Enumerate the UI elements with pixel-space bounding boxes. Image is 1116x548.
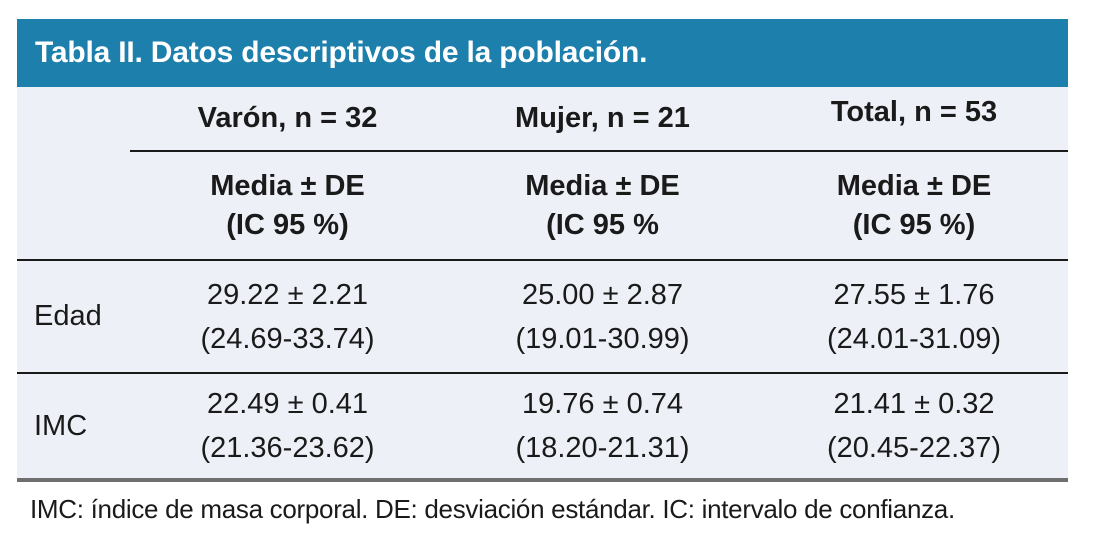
ci-value: (24.69-33.74): [200, 322, 375, 355]
group-header-mujer: Mujer, n = 21: [445, 87, 760, 152]
measure-line1: Media ± DE: [210, 169, 365, 202]
corner-cell: [17, 87, 130, 152]
ci-value: (24.01-31.09): [826, 322, 1002, 355]
row-label: Edad: [17, 261, 130, 372]
data-cell-imc-total: 21.41 ± 0.32 (20.45-22.37): [760, 374, 1068, 478]
table-title: Tabla II. Datos descriptivos de la pobla…: [35, 36, 648, 69]
measure-line2: (IC 95 %): [226, 208, 349, 241]
measure-header-total: Media ± DE (IC 95 %): [760, 152, 1068, 259]
table-row-imc: IMC 22.49 ± 0.41 (21.36-23.62) 19.76 ± 0…: [17, 374, 1068, 478]
row-label-text: Edad: [34, 300, 102, 332]
group-header-varon: Varón, n = 32: [130, 87, 445, 152]
data-cell-imc-mujer: 19.76 ± 0.74 (18.20-21.31): [445, 374, 760, 478]
ci-value: (21.36-23.62): [200, 432, 375, 464]
mean-value: 22.49 ± 0.41: [206, 388, 369, 420]
mean-value: 25.00 ± 2.87: [521, 278, 684, 311]
mean-value: 21.41 ± 0.32: [833, 388, 995, 420]
data-cell-edad-varon: 29.22 ± 2.21 (24.69-33.74): [130, 261, 445, 372]
measure-line2: (IC 95 %: [546, 208, 659, 241]
group-header-label: Mujer, n = 21: [515, 102, 690, 134]
measure-line2: (IC 95 %): [852, 208, 976, 241]
measure-line1: Media ± DE: [525, 169, 680, 202]
ci-value: (18.20-21.31): [515, 432, 690, 464]
row-label: IMC: [17, 374, 130, 478]
data-cell-edad-mujer: 25.00 ± 2.87 (19.01-30.99): [445, 261, 760, 372]
group-header-label: Total, n = 53: [830, 96, 998, 128]
ci-value: (20.45-22.37): [826, 432, 1002, 464]
header-row-measures: Media ± DE (IC 95 %) Media ± DE (IC 95 %…: [17, 152, 1068, 261]
data-cell-edad-total: 27.55 ± 1.76 (24.01-31.09): [760, 261, 1068, 372]
ci-value: (19.01-30.99): [515, 322, 690, 355]
table-footnote: IMC: índice de masa corporal. DE: desvia…: [30, 494, 955, 524]
mean-value: 29.22 ± 2.21: [206, 278, 369, 311]
measure-header-mujer: Media ± DE (IC 95 %: [445, 152, 760, 259]
measure-header-empty: [17, 152, 130, 259]
measure-header-varon: Media ± DE (IC 95 %): [130, 152, 445, 259]
data-cell-imc-varon: 22.49 ± 0.41 (21.36-23.62): [130, 374, 445, 478]
group-header-label: Varón, n = 32: [197, 102, 378, 134]
mean-value: 19.76 ± 0.74: [521, 388, 684, 420]
table-body: Varón, n = 32 Mujer, n = 21 Total, n = 5…: [17, 87, 1068, 482]
header-row-groups: Varón, n = 32 Mujer, n = 21 Total, n = 5…: [17, 87, 1068, 152]
table-title-bar: Tabla II. Datos descriptivos de la pobla…: [17, 19, 1068, 87]
mean-value: 27.55 ± 1.76: [833, 278, 995, 311]
table-row-edad: Edad 29.22 ± 2.21 (24.69-33.74) 25.00 ± …: [17, 261, 1068, 374]
group-header-total: Total, n = 53: [760, 87, 1068, 152]
row-label-text: IMC: [34, 409, 88, 442]
measure-line1: Media ± DE: [836, 169, 992, 202]
table-card: Tabla II. Datos descriptivos de la pobla…: [17, 19, 1068, 482]
